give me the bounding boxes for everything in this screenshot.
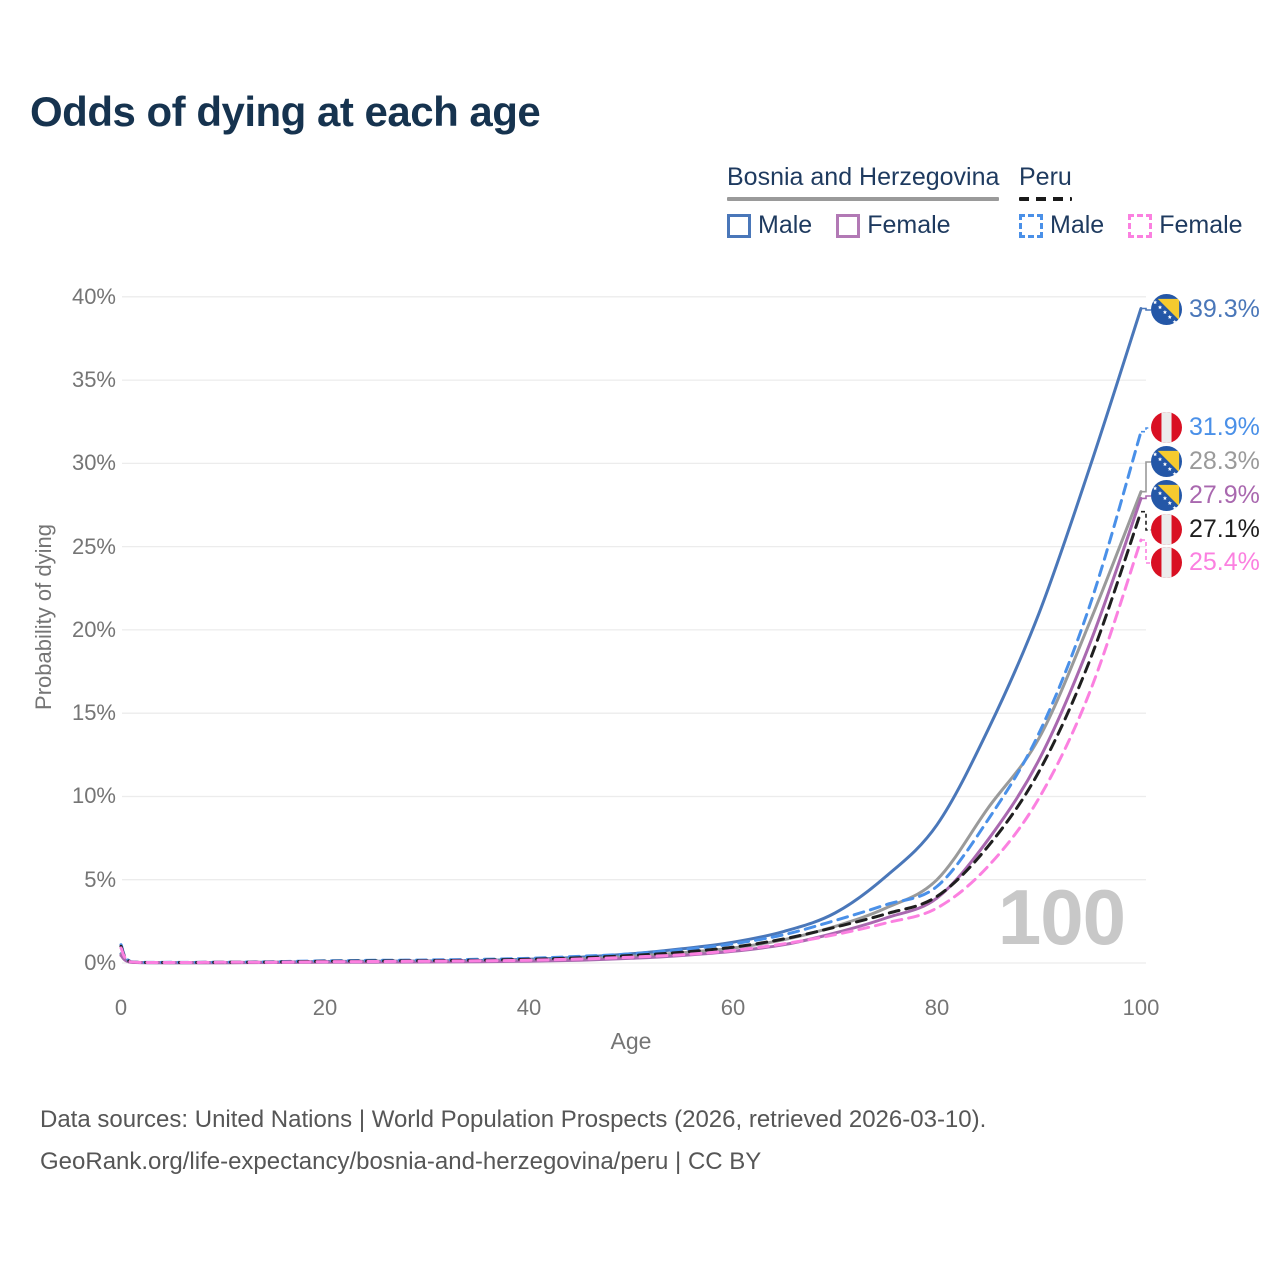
y-tick-label: 0% [84,950,116,975]
end-label-value: 27.9% [1189,481,1260,509]
legend-item-bosnia-female: Female [836,211,951,240]
x-tick-label: 0 [114,995,128,1020]
legend-group-bosnia-and-herzegovina: Bosnia and Herzegovina Male Female [727,163,1000,240]
footer-attribution: GeoRank.org/life-expectancy/bosnia-and-h… [40,1148,762,1175]
legend-header-peru: Peru [1019,163,1072,201]
y-tick-label: 5% [84,866,116,892]
legend-swatch-bosnia-male [727,213,751,238]
legend-item-bosnia-male: Male [727,211,812,240]
age-watermark: 100 [997,873,1126,961]
y-tick-label: 30% [71,450,116,476]
end-label-peru-male: 31.9% [1151,412,1260,443]
y-tick-label: 20% [71,616,116,642]
y-tick-label: 15% [71,700,116,726]
page-title: Odds of dying at each age [30,88,541,135]
legend-swatch-peru-female [1128,213,1153,238]
flag-peru-icon [1151,412,1182,443]
legend-line-sample-dashed-black [1019,197,1072,201]
x-tick-label: 40 [516,995,542,1020]
legend-header-bosnia-and-herzegovina: Bosnia and Herzegovina [727,163,1000,201]
legend-group-peru: Peru Male Female [1019,163,1267,240]
legend-header-label: Bosnia and Herzegovina [727,163,1000,191]
legend-header-label: Peru [1019,163,1072,191]
y-tick-label: 10% [71,783,116,809]
end-label-peru-female: 25.4% [1151,547,1260,578]
legend-item-label: Male [1050,211,1105,239]
flag-bosnia-and-herzegovina-icon [1151,446,1182,477]
x-tick-label: 60 [720,995,746,1020]
flag-peru-icon [1151,547,1182,578]
end-label-value: 31.9% [1189,413,1260,441]
x-tick-label: 100 [1122,995,1160,1020]
end-label-value: 39.3% [1189,295,1260,323]
legend-item-peru-male: Male [1019,211,1104,240]
end-label-bosnia-and-herzegovina-both: 28.3% [1151,446,1260,477]
footer-data-sources: Data sources: United Nations | World Pop… [40,1106,987,1133]
flag-peru-icon [1151,514,1182,545]
legend-swatch-peru-male [1019,213,1043,238]
x-tick-label: 20 [312,995,338,1020]
series-line-bosnia-and-herzegovina-male [119,307,1143,965]
end-label-value: 25.4% [1189,548,1260,576]
end-label-value: 27.1% [1189,515,1260,543]
x-tick-label: 80 [924,995,950,1020]
end-label-bosnia-and-herzegovina-male: 39.3% [1151,294,1260,325]
y-tick-label: 40% [71,283,116,309]
legend-item-label: Female [867,211,951,239]
legend-line-sample-solid-gray [727,197,1000,201]
legend-item-label: Female [1159,211,1243,239]
flag-bosnia-and-herzegovina-icon [1151,480,1182,511]
legend-swatch-bosnia-female [836,213,861,238]
y-tick-label: 35% [71,367,116,393]
legend-item-peru-female: Female [1128,211,1243,240]
flag-bosnia-and-herzegovina-icon [1151,294,1182,325]
legend-item-label: Male [758,211,813,239]
end-label-bosnia-and-herzegovina-female: 27.9% [1151,480,1260,511]
y-tick-label: 25% [71,533,116,559]
end-label-peru-both: 27.1% [1151,514,1260,545]
x-axis-title: Age [610,1028,652,1054]
end-label-value: 28.3% [1189,447,1260,475]
